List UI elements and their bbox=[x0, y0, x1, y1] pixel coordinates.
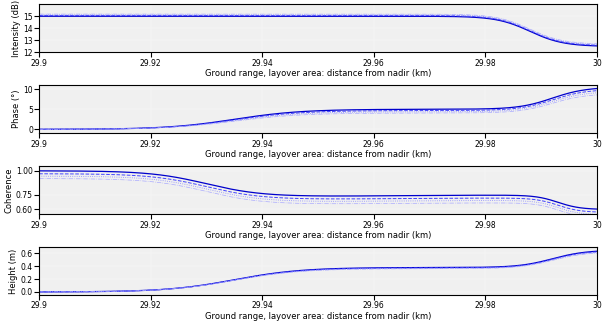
Y-axis label: Coherence: Coherence bbox=[4, 167, 13, 213]
X-axis label: Ground range, layover area: distance from nadir (km): Ground range, layover area: distance fro… bbox=[205, 312, 431, 321]
Y-axis label: Intensity (dB): Intensity (dB) bbox=[12, 0, 21, 57]
Y-axis label: Height (m): Height (m) bbox=[9, 248, 18, 294]
X-axis label: Ground range, layover area: distance from nadir (km): Ground range, layover area: distance fro… bbox=[205, 69, 431, 78]
X-axis label: Ground range, layover area: distance from nadir (km): Ground range, layover area: distance fro… bbox=[205, 231, 431, 240]
X-axis label: Ground range, layover area: distance from nadir (km): Ground range, layover area: distance fro… bbox=[205, 150, 431, 159]
Y-axis label: Phase (°): Phase (°) bbox=[12, 90, 21, 128]
